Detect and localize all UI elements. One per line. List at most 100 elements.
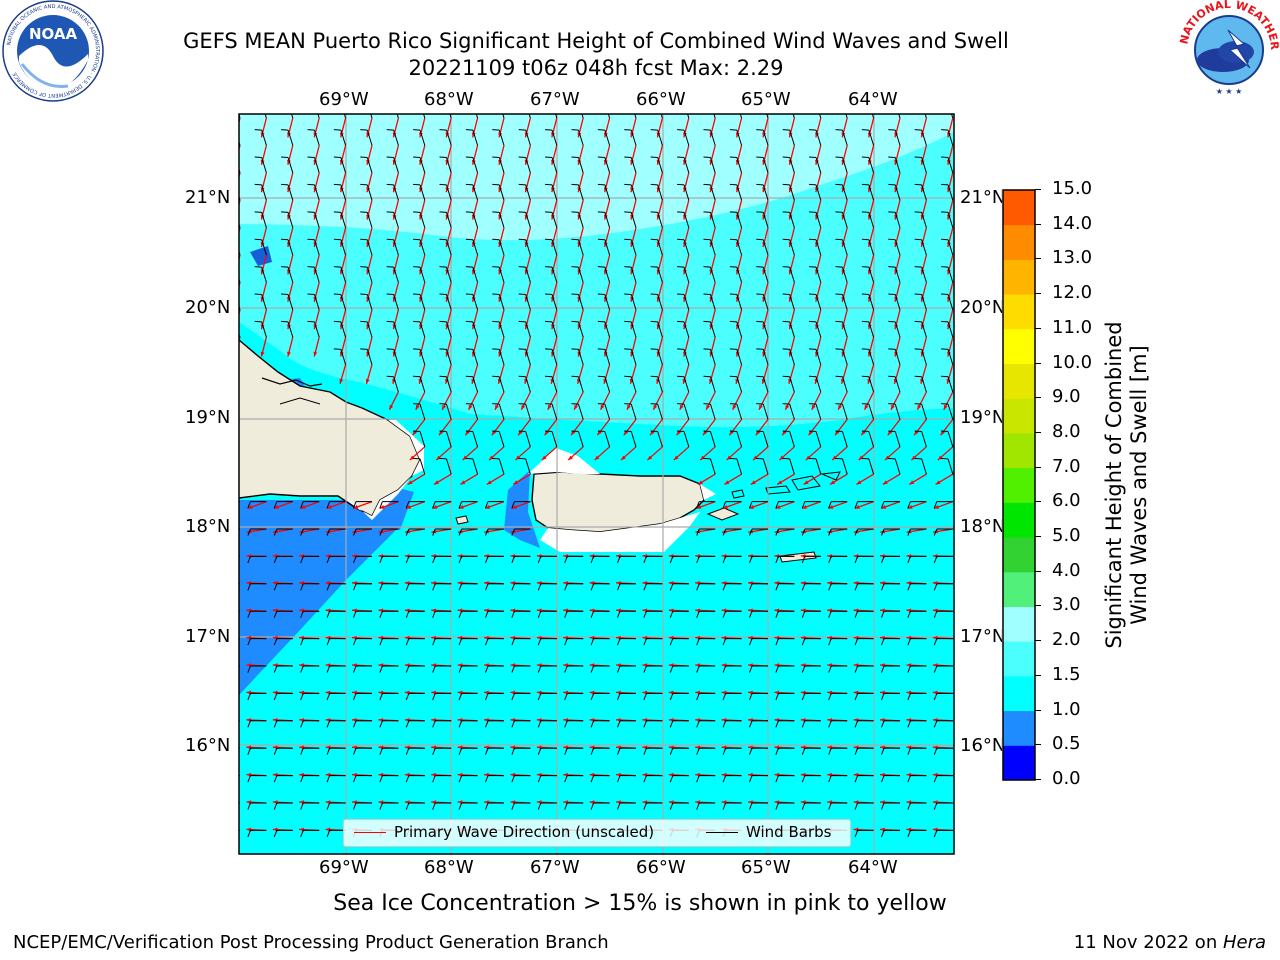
wind-barb-flag	[379, 748, 383, 755]
wave-arrow-head	[683, 269, 687, 275]
wave-arrow-head	[788, 242, 793, 247]
wave-arrow-head	[220, 718, 225, 722]
wind-barb	[789, 431, 795, 447]
wave-arrow-head	[445, 324, 450, 330]
wind-barb-flag	[537, 638, 542, 646]
wave-arrow-head	[594, 455, 600, 461]
wave-arrow-head	[577, 242, 582, 247]
wave-arrow-head	[392, 269, 397, 275]
wind-barb-flag	[300, 748, 304, 755]
wave-arrow-head	[920, 296, 925, 302]
wave-arrow-head	[577, 132, 582, 138]
wave-arrow-head	[471, 187, 476, 193]
wave-arrow	[239, 802, 241, 804]
wave-arrow-head	[709, 269, 714, 275]
wind-barb-flag	[933, 501, 938, 509]
wind-barb-flag	[880, 556, 885, 564]
wave-arrow-head	[577, 351, 582, 357]
wind-barb	[630, 431, 637, 447]
wind-barb	[766, 114, 769, 119]
wind-barb-flag	[696, 748, 700, 755]
wave-arrow-head	[339, 351, 344, 357]
wind-barb-flag	[854, 501, 859, 509]
wind-barb-flag	[590, 748, 595, 755]
wind-barb	[287, 239, 294, 256]
wind-barb	[815, 431, 822, 447]
wave-arrow-head	[630, 214, 635, 220]
wind-barb-flag	[775, 748, 779, 755]
wind-barb-flag	[722, 611, 727, 618]
wind-barb-flag	[590, 693, 595, 701]
wind-barb-flag	[300, 775, 304, 783]
wind-barb-flag	[669, 775, 674, 783]
wind-barb	[604, 294, 611, 310]
wind-barb-flag	[933, 748, 938, 755]
wind-barb	[261, 129, 267, 146]
wave-and-wind-vectors	[220, 114, 954, 838]
colorbar-segment	[1003, 328, 1035, 365]
wind-barb	[604, 184, 611, 201]
wave-arrow-head	[920, 132, 925, 138]
wind-barb-flag	[828, 665, 832, 673]
wind-barb-flag	[722, 583, 727, 591]
wind-barb	[683, 129, 690, 146]
wind-barb-flag	[300, 720, 304, 728]
wave-arrow-head	[498, 187, 503, 193]
wind-barb-flag	[221, 803, 224, 810]
wave-arrow-head	[811, 404, 816, 410]
wind-barb-flag	[484, 638, 489, 646]
wind-barb	[709, 239, 716, 256]
wave-arrow-head	[260, 132, 265, 138]
wave-arrow-head	[867, 296, 872, 302]
wind-barb-flag	[933, 802, 938, 810]
wave-arrow-head	[458, 505, 464, 509]
wind-barb	[393, 349, 399, 365]
wind-barb	[630, 239, 637, 256]
wave-arrow-head	[287, 187, 291, 193]
wave-arrow-head	[220, 663, 225, 667]
wave-arrow-head	[841, 296, 846, 302]
wave-arrow-head	[524, 324, 529, 330]
wind-barb-flag	[352, 802, 357, 810]
wind-barb	[709, 129, 716, 146]
wave-arrow-head	[785, 404, 790, 410]
wind-barb-flag	[221, 556, 224, 563]
wind-barb-flag	[247, 611, 251, 618]
wind-barb-flag	[300, 583, 304, 591]
wave-arrow-head	[392, 187, 397, 193]
wind-barb	[709, 403, 716, 420]
wave-arrow-head	[287, 159, 291, 165]
wind-barb-flag	[854, 611, 859, 618]
wind-barb-flag	[880, 528, 885, 536]
colorbar-segment	[1003, 502, 1035, 538]
wave-arrow-head	[432, 505, 438, 509]
wind-barb	[657, 129, 663, 146]
noaa-logo-text: NOAA	[29, 25, 78, 43]
wave-arrow-head	[815, 159, 819, 165]
wind-barb	[947, 403, 954, 420]
wind-barb	[947, 184, 954, 201]
wind-barb	[868, 266, 875, 283]
wind-barb-flag	[854, 830, 859, 838]
wind-barb	[577, 431, 584, 447]
wave-arrow-head	[788, 296, 793, 302]
wave-arrow-head	[683, 187, 687, 193]
wind-barb-flag	[643, 665, 647, 673]
wind-barb	[789, 266, 795, 283]
wind-barb	[841, 376, 848, 393]
colorbar-tick-mark	[1035, 640, 1041, 642]
wind-barb-flag	[590, 638, 595, 646]
wind-barb-flag	[590, 720, 595, 728]
wave-arrow-head	[656, 296, 661, 302]
wind-barb-flag	[880, 720, 885, 728]
wind-barb-flag	[405, 556, 410, 564]
wind-barb	[419, 157, 426, 173]
wind-barb-flag	[669, 802, 674, 810]
colorbar-tick-mark	[1035, 258, 1041, 260]
wind-barb-flag	[775, 638, 779, 646]
wind-barb-flag	[933, 556, 938, 564]
wave-arrow-head	[920, 269, 925, 275]
wind-barb	[736, 239, 743, 256]
wind-barb	[419, 212, 426, 228]
wind-barb	[445, 239, 452, 256]
